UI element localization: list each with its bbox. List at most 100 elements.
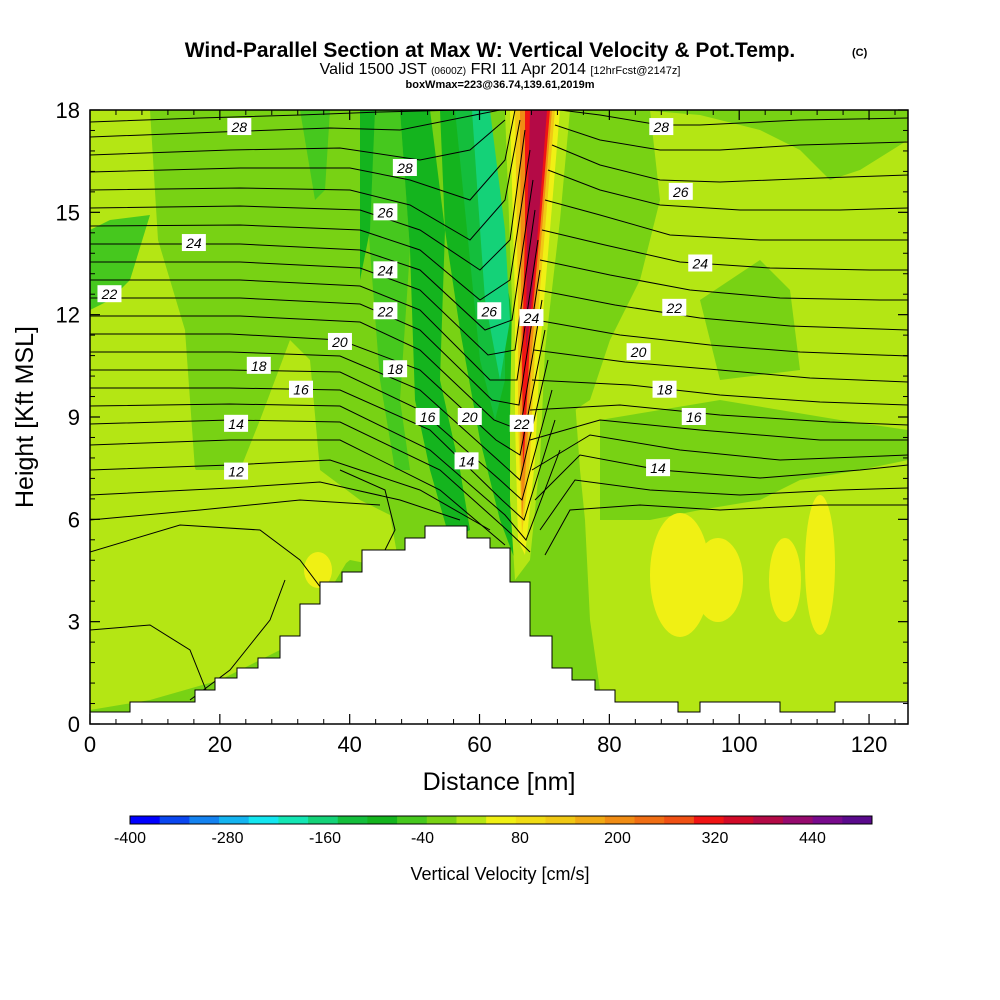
downdraft-core — [455, 110, 505, 420]
colorbar-swatch — [753, 816, 784, 824]
colorbar-swatch — [723, 816, 754, 824]
colorbar-tick-label: 80 — [511, 830, 529, 847]
contour-label: 26 — [477, 302, 502, 320]
contour-label-box — [392, 158, 417, 176]
contour-label: 24 — [373, 261, 398, 279]
x-tick-label: 0 — [84, 732, 96, 757]
colorbar-swatch — [545, 816, 576, 824]
contour-label-text: 24 — [691, 256, 708, 272]
colorbar-swatch — [664, 816, 695, 824]
contour-label: 18 — [652, 380, 677, 398]
contour-label-box — [646, 459, 671, 477]
contour-labels: 28 28 28 26 26 26 24 24 24 24 22 22 22 22 20 20 20 18 18 18… — [97, 118, 713, 480]
contour-label-box — [97, 285, 122, 303]
subtitle-date: FRI 11 Apr 2014 — [471, 61, 586, 78]
contour-label: 22 — [97, 285, 122, 303]
contour-label: 22 — [509, 414, 534, 432]
colorbar-swatch — [693, 816, 725, 824]
contour-label-box — [652, 380, 677, 398]
colorbar-swatch — [782, 816, 814, 824]
contour-label-text: 22 — [101, 286, 118, 302]
y-tick-label: 6 — [68, 507, 80, 532]
colorbar-swatch — [159, 816, 190, 824]
contour-label: 22 — [662, 298, 687, 316]
contour-label-box — [477, 302, 502, 320]
contour-label: 16 — [288, 380, 313, 398]
contour-label: 16 — [681, 408, 706, 425]
contour-label-box — [519, 309, 544, 327]
field-region-mid — [600, 400, 908, 520]
contour-label: 18 — [246, 356, 271, 374]
colorbar-swatch — [278, 816, 309, 824]
y-tick-label: 15 — [56, 200, 80, 225]
colorbar-swatch — [189, 816, 220, 824]
contour-label-box — [327, 332, 352, 350]
contour-label-text: 24 — [377, 262, 394, 278]
contour-label-box — [383, 360, 408, 378]
contour-label: 28 — [392, 158, 417, 176]
y-axis-label: Height [Kft MSL] — [11, 326, 39, 508]
contour-label-text: 18 — [387, 361, 403, 377]
updraft-region — [769, 538, 801, 622]
contour-label-text: 22 — [377, 303, 394, 319]
chart-subtitle-location: boxWmax=223@36.74,139.61,2019m — [406, 79, 595, 91]
contour-label-text: 18 — [251, 358, 267, 374]
contour-label: 22 — [373, 302, 398, 320]
y-tick-label: 18 — [56, 98, 80, 123]
contour-label: 28 — [649, 118, 674, 136]
contour-label-box — [649, 118, 674, 136]
contour-label-text: 22 — [513, 416, 530, 432]
updraft-region — [693, 538, 743, 622]
contour-label-box — [224, 414, 249, 432]
contour-label-text: 16 — [686, 409, 702, 425]
updraft-region — [805, 495, 835, 635]
contour-label-text: 26 — [377, 204, 394, 220]
downdraft-band — [300, 110, 330, 200]
subtitle-valid-time: Valid 1500 JST — [320, 61, 428, 78]
y-tick-label: 3 — [68, 610, 80, 635]
contour-label-text: 20 — [461, 409, 478, 425]
colorbar-swatch — [842, 816, 873, 824]
contour-label-text: 28 — [231, 119, 248, 135]
contour-label-text: 16 — [420, 409, 436, 425]
contour-label: 24 — [181, 234, 206, 252]
contour-label-text: 26 — [480, 303, 497, 319]
colorbar-swatch — [515, 816, 547, 824]
subtitle-utc-time: (0600Z) — [431, 66, 466, 77]
contour-label: 24 — [519, 309, 544, 327]
contour-label: 14 — [454, 452, 479, 470]
contour-label-box — [373, 302, 398, 320]
plot-area — [90, 110, 908, 724]
colorbar-frame — [129, 815, 873, 825]
contour-label-box — [246, 356, 271, 374]
colorbar-swatch — [604, 816, 636, 824]
contour-label: 26 — [668, 182, 693, 200]
contour-label-text: 18 — [657, 382, 673, 398]
contour-label: 14 — [646, 459, 671, 477]
x-tick-label: 60 — [467, 732, 491, 757]
colorbar-swatch — [634, 816, 665, 824]
contour-label-text: 22 — [665, 300, 682, 316]
field-region-mid — [560, 110, 660, 420]
copyright-mark: (C) — [852, 47, 868, 59]
contour-label: 26 — [373, 203, 398, 221]
contour-label-text: 14 — [650, 460, 666, 476]
colorbar-tick-label: -400 — [114, 830, 146, 847]
x-tick-label: 120 — [851, 732, 888, 757]
contour-label: 20 — [327, 332, 352, 350]
colorbar-swatch — [219, 816, 250, 824]
colorbar-swatch — [130, 816, 161, 824]
contour-label-text: 14 — [459, 453, 475, 469]
contour-label-box — [373, 261, 398, 279]
contour-label: 12 — [224, 462, 249, 480]
contour-label-box — [681, 408, 706, 425]
x-tick-label: 100 — [721, 732, 758, 757]
contour-label-box — [626, 343, 651, 361]
colorbar-swatch — [812, 816, 843, 824]
colorbar-swatch — [486, 816, 517, 824]
colorbar-swatch — [426, 816, 457, 824]
contour-label: 20 — [626, 343, 651, 361]
colorbar-label: Vertical Velocity [cm/s] — [410, 864, 589, 884]
colorbar-swatch — [308, 816, 339, 824]
contour-label-box — [668, 182, 693, 200]
